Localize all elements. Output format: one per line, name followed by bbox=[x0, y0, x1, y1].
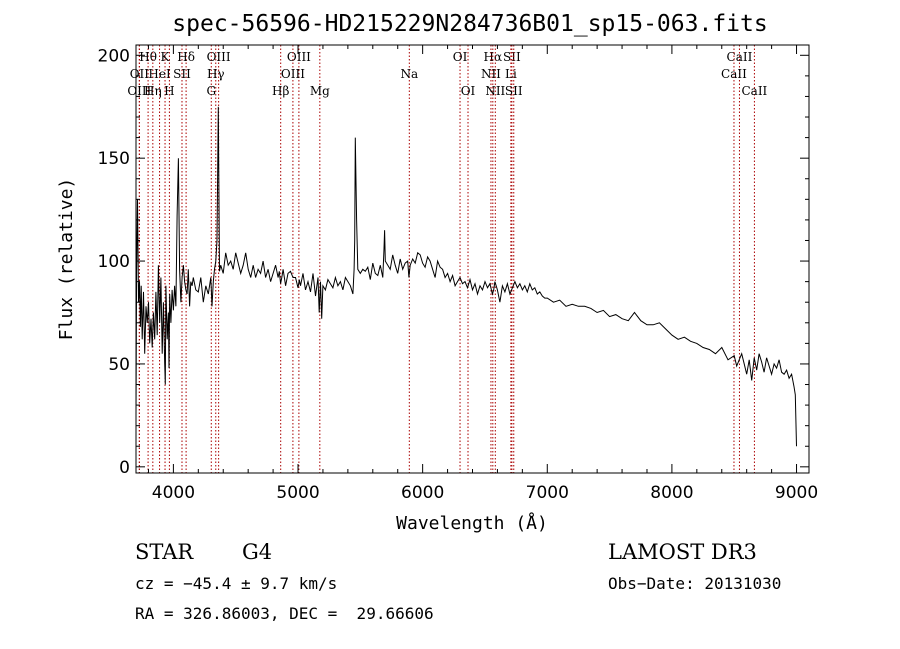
marker-label-27: CaII bbox=[741, 84, 767, 98]
marker-label-6: SII bbox=[173, 67, 191, 81]
y-tick-label-2: 100 bbox=[98, 252, 130, 272]
y-axis-label: Flux (relative) bbox=[56, 178, 77, 341]
chart-title: spec-56596-HD215229N284736B01_sp15-063.f… bbox=[172, 11, 767, 37]
x-tick-label-2: 6000 bbox=[401, 483, 444, 503]
x-tick-label-5: 9000 bbox=[775, 483, 818, 503]
marker-label-22: Li bbox=[505, 67, 517, 81]
marker-label-21: NII bbox=[481, 67, 501, 81]
marker-label-3: K bbox=[161, 50, 171, 64]
marker-label-13: OIII bbox=[281, 67, 305, 81]
marker-label-2: OIII bbox=[127, 84, 151, 98]
object-class: STAR bbox=[135, 540, 194, 564]
marker-label-20: SII bbox=[503, 50, 521, 64]
y-tick-label-3: 150 bbox=[98, 149, 130, 169]
marker-label-18: OI bbox=[461, 84, 476, 98]
marker-label-17: OI bbox=[453, 50, 468, 64]
marker-label-7: H bbox=[164, 84, 174, 98]
y-tick-label-4: 200 bbox=[98, 46, 130, 66]
marker-label-8: Hδ bbox=[177, 50, 195, 64]
y-tick-label-1: 50 bbox=[108, 355, 130, 375]
marker-label-19: Hα bbox=[484, 50, 503, 64]
x-tick-label-1: 5000 bbox=[276, 483, 319, 503]
marker-label-4: HeI bbox=[148, 67, 171, 81]
marker-label-25: CaII bbox=[727, 50, 753, 64]
marker-label-14: Hβ bbox=[272, 84, 289, 98]
marker-label-9: OIII bbox=[207, 50, 231, 64]
marker-label-10: Hγ bbox=[207, 67, 225, 81]
marker-label-5: Hη bbox=[144, 84, 162, 98]
marker-label-23: NII bbox=[485, 84, 505, 98]
x-axis-label: Wavelength (Å) bbox=[396, 512, 548, 534]
y-tick-label-0: 0 bbox=[119, 458, 130, 478]
marker-label-12: OIII bbox=[287, 50, 311, 64]
marker-label-26: CaII bbox=[721, 67, 747, 81]
x-tick-label-4: 8000 bbox=[650, 483, 693, 503]
obs-date: Obs−Date: 20131030 bbox=[608, 574, 782, 593]
x-tick-label-3: 7000 bbox=[526, 483, 569, 503]
x-axis-ticks: 4000 5000 6000 7000 8000 9000 bbox=[147, 45, 818, 503]
plot-frame bbox=[135, 44, 810, 474]
object-subclass: G4 bbox=[242, 540, 273, 564]
marker-label-11: G bbox=[206, 84, 216, 98]
coordinates: RA = 326.86003, DEC = 29.66606 bbox=[135, 604, 434, 623]
marker-label-24: SII bbox=[505, 84, 523, 98]
marker-label-15: Mg bbox=[310, 84, 330, 98]
y-axis-ticks: 0 50 100 150 200 bbox=[98, 46, 809, 478]
survey-name: LAMOST DR3 bbox=[608, 540, 757, 564]
marker-label-16: Na bbox=[400, 67, 418, 81]
spectrum-line bbox=[135, 106, 797, 447]
redshift-readout: cz = −45.4 ± 9.7 km/s bbox=[135, 574, 338, 593]
marker-label-0: Hθ bbox=[139, 50, 157, 64]
x-tick-label-0: 4000 bbox=[152, 483, 195, 503]
